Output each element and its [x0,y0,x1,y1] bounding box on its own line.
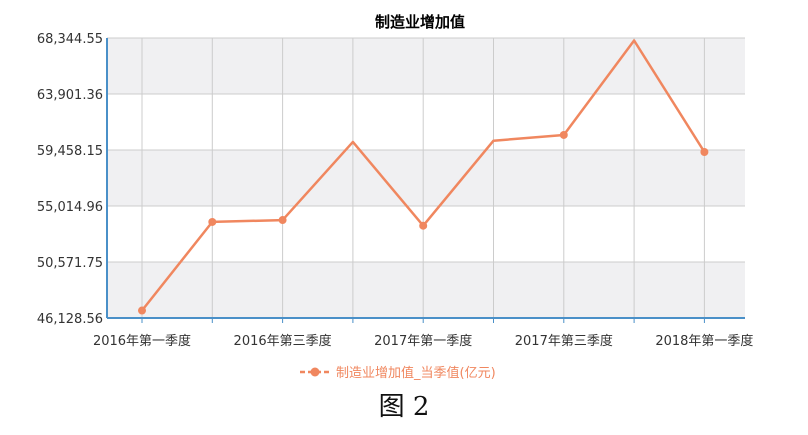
y-tick-label: 59,458.15 [37,144,103,159]
plot-area: 46,128.56 50,571.75 55,014.96 59,458.15 63,9… [37,32,754,349]
plot-band [107,150,745,206]
legend-marker [310,367,320,377]
data-point [419,221,428,230]
plot-band [107,262,745,318]
figure-caption: 图 2 [378,392,430,422]
y-tick-label: 63,901.36 [37,88,103,103]
x-tick-label: 2016年第三季度 [234,333,332,349]
chart-legend[interactable]: 制造业增加值_当季值(亿元) [300,365,496,380]
x-tick-label: 2017年第三季度 [515,333,613,349]
data-point [138,306,146,315]
x-tick-label: 2016年第一季度 [93,333,191,349]
y-tick-label: 46,128.56 [37,312,103,327]
y-tick-label: 50,571.75 [37,256,103,271]
y-tick-label: 68,344.55 [37,32,103,47]
plot-band [107,206,745,262]
line-chart: 制造业增加值 46,128.56 50,571.75 55,014.96 59,458… [37,13,754,380]
chart-title: 制造业增加值 [375,13,465,31]
plot-band [107,94,745,150]
x-tick-label: 2017年第一季度 [374,333,472,349]
data-point [208,217,217,226]
y-tick-label: 55,014.96 [37,200,103,215]
data-point [278,216,287,225]
x-tick-label: 2018年第一季度 [655,333,753,349]
legend-label: 制造业增加值_当季值(亿元) [336,365,496,380]
data-point [700,147,709,156]
data-point [559,130,568,139]
